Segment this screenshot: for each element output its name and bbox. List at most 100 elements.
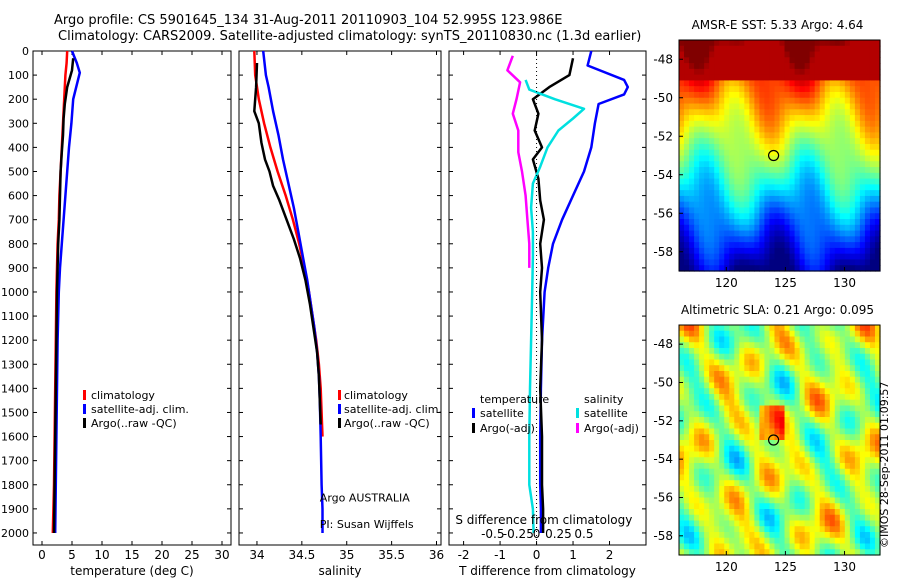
heatmap-cell xyxy=(854,51,861,58)
heatmap-cell xyxy=(819,336,826,343)
heatmap-cell xyxy=(799,45,806,53)
heatmap-cell xyxy=(724,325,730,332)
heatmap-cell xyxy=(729,330,735,338)
x-tick-label: 5 xyxy=(68,548,76,562)
heatmap-cell xyxy=(854,514,861,522)
heatmap-cell xyxy=(864,543,871,550)
heatmap-cell xyxy=(719,537,725,545)
heatmap-cell xyxy=(714,195,720,203)
heatmap-cell xyxy=(719,405,725,412)
heatmap-cell xyxy=(744,63,750,70)
heatmap-cell xyxy=(679,474,685,481)
heatmap-cell xyxy=(814,230,821,237)
heatmap-cell xyxy=(874,115,881,122)
heatmap-cell xyxy=(834,247,841,255)
heatmap-cell xyxy=(854,417,861,424)
heatmap-cell xyxy=(764,440,771,447)
heatmap-cell xyxy=(819,451,826,458)
heatmap-cell xyxy=(749,201,755,209)
heatmap-cell xyxy=(849,480,856,487)
heatmap-cell xyxy=(764,126,771,134)
heatmap-cell xyxy=(709,474,715,481)
heatmap-cell xyxy=(834,468,841,476)
heatmap-cell xyxy=(869,219,876,226)
heatmap-cell xyxy=(774,184,781,191)
heatmap-cell xyxy=(689,532,695,539)
heatmap-cell xyxy=(849,330,856,338)
heatmap-cell xyxy=(714,132,720,139)
heatmap-cell xyxy=(804,109,811,116)
heatmap-cell xyxy=(789,434,796,441)
heatmap-cell xyxy=(784,40,791,47)
heatmap-cell xyxy=(694,474,700,481)
heatmap-cell xyxy=(834,91,841,99)
heatmap-cell xyxy=(764,247,771,255)
heatmap-cell xyxy=(844,155,851,162)
heatmap-cell xyxy=(789,451,796,458)
heatmap-cell xyxy=(854,115,861,122)
heatmap-cell xyxy=(859,207,866,214)
heatmap-cell xyxy=(839,40,846,47)
heatmap-cell xyxy=(704,405,710,412)
heatmap-cell xyxy=(844,394,851,401)
heatmap-cell xyxy=(764,480,771,487)
heatmap-cell xyxy=(819,207,826,214)
heatmap-cell xyxy=(679,68,685,76)
heatmap-cell xyxy=(834,348,841,355)
heatmap-cell xyxy=(764,63,771,70)
heatmap-cell xyxy=(759,132,766,139)
heatmap-cell xyxy=(684,388,690,395)
heatmap-cell xyxy=(779,213,786,220)
heatmap-cell xyxy=(834,259,841,266)
heatmap-cell xyxy=(704,207,710,214)
heatmap-cell xyxy=(804,388,811,395)
heatmap-cell xyxy=(749,132,755,139)
heatmap-cell xyxy=(719,503,725,510)
heatmap-cell xyxy=(679,445,685,453)
heatmap-cell xyxy=(829,382,836,389)
heatmap-cell xyxy=(854,325,861,332)
heatmap-cell xyxy=(869,109,876,116)
heatmap-cell xyxy=(794,126,801,134)
heatmap-cell xyxy=(804,503,811,510)
heatmap-cell xyxy=(869,411,876,418)
heatmap-cell xyxy=(874,51,881,58)
heatmap-cell xyxy=(689,399,695,407)
heatmap-cell xyxy=(859,120,866,128)
heatmap-cell xyxy=(739,184,745,191)
heatmap-cell xyxy=(749,359,755,366)
heatmap-cell xyxy=(714,474,720,481)
heatmap-cell xyxy=(734,388,740,395)
heatmap-cell xyxy=(849,68,856,76)
heatmap-cell xyxy=(824,365,831,372)
heatmap-cell xyxy=(804,178,811,185)
heatmap-cell xyxy=(779,526,786,533)
heatmap-cell xyxy=(754,440,761,447)
heatmap-cell xyxy=(719,480,725,487)
heatmap-cell xyxy=(819,132,826,139)
heatmap-cell xyxy=(799,236,806,243)
heatmap-cell xyxy=(784,365,791,372)
heatmap-cell xyxy=(689,242,695,249)
heatmap-cell xyxy=(829,480,836,487)
heatmap-cell xyxy=(859,40,866,47)
heatmap-cell xyxy=(769,178,776,185)
heatmap-cell xyxy=(824,509,831,516)
heatmap-cell xyxy=(799,417,806,424)
heatmap-cell xyxy=(784,336,791,343)
heatmap-cell xyxy=(809,509,816,516)
heatmap-cell xyxy=(839,330,846,338)
heatmap-cell xyxy=(874,155,881,162)
heatmap-cell xyxy=(829,63,836,70)
heatmap-cell xyxy=(819,115,826,122)
heatmap-cell xyxy=(739,63,745,70)
heatmap-cell xyxy=(749,242,755,249)
heatmap-cell xyxy=(749,74,755,82)
sla_map-frame xyxy=(678,324,881,556)
heatmap-cell xyxy=(789,537,796,545)
heatmap-cell xyxy=(714,514,720,522)
heatmap-cell xyxy=(694,411,700,418)
heatmap-cell xyxy=(679,359,685,366)
heatmap-cell xyxy=(714,365,720,372)
heatmap-cell xyxy=(839,219,846,226)
